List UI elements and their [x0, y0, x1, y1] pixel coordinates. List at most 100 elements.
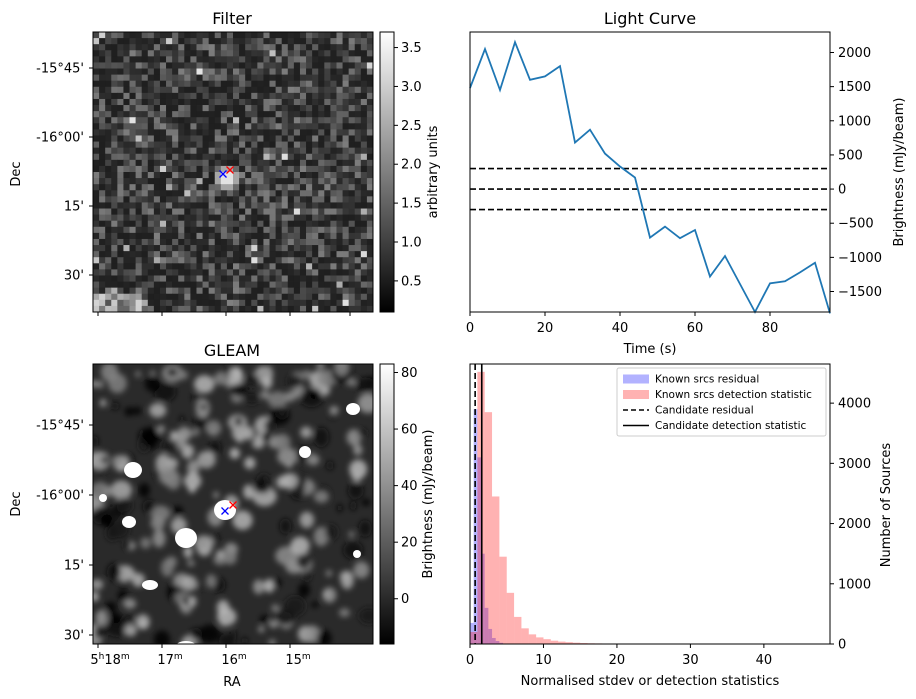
gleam-colorbar-tick-label: 60 — [401, 423, 418, 438]
histogram-bar — [470, 631, 478, 644]
histogram-legend-label: Known srcs residual — [655, 374, 759, 386]
lightcurve-y-tick-label: −500 — [838, 217, 874, 232]
gleam-ylabel: Dec — [9, 491, 24, 516]
filter-colorbar-tick-label: 1.5 — [401, 197, 422, 212]
filter-colorbar-tick-label: 3.0 — [401, 80, 422, 95]
gleam-dec-tick-label: -16°00' — [36, 489, 84, 504]
histogram-legend-swatch — [623, 390, 649, 399]
histogram-frame — [469, 363, 831, 645]
histogram-y-tick-label: 2000 — [838, 517, 871, 532]
lightcurve-x-tick-label: 20 — [537, 321, 554, 336]
gleam-colorbar-label: Brightness (mJy/beam) — [421, 430, 436, 579]
gleam-source — [214, 500, 236, 520]
gleam-colorbar-tick-label: 20 — [401, 536, 418, 551]
histogram-legend-swatch — [623, 374, 649, 384]
lightcurve-y-tick-label: −1000 — [838, 251, 882, 266]
histogram-bar — [481, 553, 485, 644]
filter-dec-tick-label: -16°00' — [36, 131, 84, 146]
histogram-bar — [495, 640, 500, 644]
histogram-bar — [506, 592, 515, 644]
histogram-bar — [572, 642, 581, 644]
lightcurve-y-tick-label: 1000 — [838, 114, 871, 129]
lightcurve-title: Light Curve — [604, 9, 696, 28]
gleam-source — [346, 403, 360, 415]
filter-bottom-ticks — [97, 312, 351, 316]
histogram-y-tick-label: 1000 — [838, 577, 871, 592]
gleam-ra-tick-label: 15m — [285, 652, 310, 668]
gleam-title: GLEAM — [204, 341, 260, 360]
lightcurve-frame — [469, 31, 831, 313]
histogram-bar — [521, 628, 529, 644]
filter-colorbar-tick-label: 2.0 — [401, 158, 422, 173]
lightcurve-y-axis: −1500 −1000 −500 0 500 1000 1500 2000 — [830, 46, 882, 300]
histogram-xlabel: Normalised stdev or detection statistics — [521, 674, 780, 689]
gleam-source — [299, 446, 311, 458]
histogram-panel: 0 10 20 30 40 0 1000 2000 3000 4000 Normalised s… — [466, 363, 894, 689]
histogram-legend-box — [616, 367, 827, 437]
lightcurve-threshold-lines — [470, 167, 830, 211]
histogram-y-tick-label: 3000 — [838, 457, 871, 472]
lightcurve-x-tick-label: 60 — [687, 321, 704, 336]
gleam-source — [99, 494, 107, 502]
gleam-ra-tick-label: 16m — [221, 652, 246, 668]
filter-dec-tick-label: -15°45' — [36, 62, 84, 77]
histogram-x-tick-label: 20 — [609, 653, 626, 668]
histogram-bar — [499, 642, 504, 644]
gleam-frame — [92, 363, 374, 645]
histogram-x-tick-label: 0 — [466, 653, 474, 668]
histogram-y-axis: 0 1000 2000 3000 4000 — [830, 397, 871, 653]
histogram-y-tick-label: 0 — [838, 638, 846, 653]
lightcurve-y-tick-label: 500 — [838, 148, 863, 163]
histogram-x-axis: 0 10 20 30 40 — [466, 644, 772, 668]
gleam-colorbar-tick-label: 80 — [401, 366, 418, 381]
filter-colorbar-label: arbitrary units — [426, 125, 441, 218]
filter-colorbar-ticks: 0.5 1.0 1.5 2.0 2.5 3.0 3.5 — [394, 41, 422, 289]
histogram-bar — [488, 628, 493, 644]
histogram-bar — [558, 641, 566, 644]
histogram-legend-label: Candidate detection statistic — [655, 420, 807, 432]
gleam-source — [142, 580, 158, 590]
filter-title: Filter — [212, 9, 252, 28]
histogram-bar — [528, 634, 537, 644]
gleam-panel: GLEAM -15°45' -16°00' 15' 30' 5h18m 17m 16m 15… — [9, 341, 436, 690]
gleam-ra-tick-label: 17m — [157, 652, 182, 668]
lightcurve-y-tick-label: 1500 — [838, 80, 871, 95]
histogram-x-tick-label: 10 — [535, 653, 552, 668]
gleam-source — [124, 462, 142, 478]
filter-image — [93, 32, 374, 313]
histogram-legend: Known srcs residual Known srcs detection … — [616, 367, 827, 437]
gleam-ra-axis: 5h18m 17m 16m 15m — [90, 644, 311, 668]
histogram-legend-label: Candidate residual — [655, 405, 754, 417]
filter-frame — [92, 31, 374, 313]
filter-colorbar-tick-label: 2.5 — [401, 119, 422, 134]
histogram-x-tick-label: 40 — [756, 653, 773, 668]
filter-panel: Filter -15°45' -16°00' 15' 30' Dec 0.5 1.0 1.… — [9, 9, 441, 316]
filter-dec-tick-label: 15' — [64, 200, 84, 215]
gleam-source — [122, 516, 136, 528]
lightcurve-ylabel: Brightness (mJy/beam) — [892, 98, 907, 247]
histogram-x-tick-label: 30 — [682, 653, 699, 668]
lightcurve-y-tick-label: −1500 — [838, 285, 882, 300]
histogram-legend-label: Known srcs detection statistic — [655, 389, 812, 401]
gleam-colorbar-tick-label: 0 — [401, 592, 409, 607]
lightcurve-xlabel: Time (s) — [623, 342, 677, 357]
histogram-bar — [536, 637, 544, 644]
filter-colorbar-tick-label: 3.5 — [401, 41, 422, 56]
lightcurve-y-tick-label: 2000 — [838, 46, 871, 61]
lightcurve-x-tick-label: 80 — [762, 321, 779, 336]
filter-marker-x — [219, 170, 227, 178]
gleam-colorbar-tick-label: 40 — [401, 479, 418, 494]
histogram-bar — [543, 639, 551, 644]
filter-colorbar-tick-label: 1.0 — [401, 236, 422, 251]
filter-dec-tick-label: 30' — [64, 269, 84, 284]
lightcurve-plot-area — [470, 32, 830, 312]
gleam-xlabel: RA — [223, 675, 241, 690]
histogram-bar — [565, 642, 573, 644]
gleam-colorbar-ticks: 0 20 40 60 80 — [394, 366, 418, 607]
histogram-y-tick-label: 4000 — [838, 397, 871, 412]
filter-dec-axis: -15°45' -16°00' 15' 30' — [36, 62, 93, 284]
histogram-bar — [477, 457, 482, 644]
histogram-candidate-lines — [474, 364, 483, 644]
gleam-dec-axis: -15°45' -16°00' 15' 30' — [36, 419, 93, 644]
gleam-marker-x — [221, 507, 229, 515]
